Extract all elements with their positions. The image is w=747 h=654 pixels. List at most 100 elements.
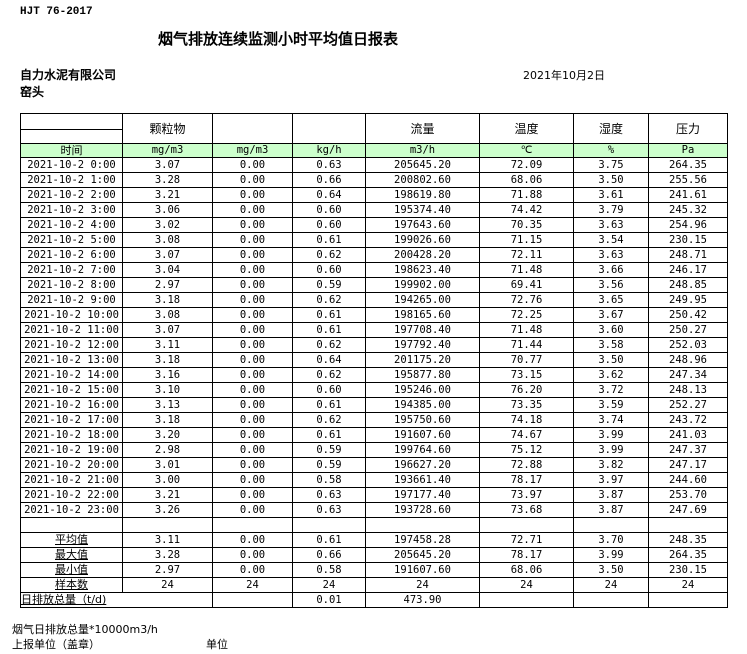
- table-cell: 71.44: [479, 337, 574, 353]
- table-cell: 2021-10-2 21:00: [20, 472, 123, 488]
- stat-label: 平均值: [55, 533, 88, 547]
- table-cell: 76.20: [479, 382, 574, 398]
- table-cell: 249.95: [648, 292, 728, 308]
- table-cell: [20, 517, 123, 533]
- table-cell: [573, 592, 649, 608]
- table-cell: 195750.60: [365, 412, 480, 428]
- table-cell: [648, 517, 728, 533]
- table-row: 2021-10-2 19:00 2.98 0.00 0.59 199764.60 75.1…: [20, 442, 728, 458]
- column-header: 颗粒物: [122, 113, 213, 144]
- table-cell: 78.17: [479, 547, 574, 563]
- company-name: 自力水泥有限公司: [20, 68, 117, 82]
- table-cell: 3.07: [122, 247, 213, 263]
- report-title: 烟气排放连续监测小时平均值日报表: [158, 30, 399, 48]
- table-cell: 0.60: [292, 262, 366, 278]
- table-cell: 样本数: [20, 577, 123, 593]
- table-cell: 0.00: [212, 217, 293, 233]
- table-cell: 243.72: [648, 412, 728, 428]
- table-cell: 2.97: [122, 562, 213, 578]
- table-cell: 3.87: [573, 487, 649, 503]
- table-cell: 73.15: [479, 367, 574, 383]
- table-cell: 2021-10-2 18:00: [20, 427, 123, 443]
- table-cell: 3.79: [573, 202, 649, 218]
- table-cell: 74.67: [479, 427, 574, 443]
- table-row: 2021-10-2 4:00 3.02 0.00 0.60 197643.60 70.35…: [20, 217, 728, 233]
- table-cell: 68.06: [479, 562, 574, 578]
- table-row: 2021-10-2 0:00 3.07 0.00 0.63 205645.20 72.09…: [20, 157, 728, 173]
- table-cell: 0.58: [292, 472, 366, 488]
- table-row: 2021-10-2 10:00 3.08 0.00 0.61 198165.60 72.2…: [20, 307, 728, 323]
- table-cell: 0.60: [292, 217, 366, 233]
- table-cell: 247.17: [648, 457, 728, 473]
- table-cell: 3.70: [573, 532, 649, 548]
- table-cell: [292, 517, 366, 533]
- table-cell: 24: [212, 577, 293, 593]
- table-cell: 198623.40: [365, 262, 480, 278]
- unit-cell: m3/h: [365, 143, 480, 158]
- table-cell: 3.26: [122, 502, 213, 518]
- table-cell: 3.50: [573, 172, 649, 188]
- table-cell: 193728.60: [365, 502, 480, 518]
- table-cell: 0.00: [212, 247, 293, 263]
- table-cell: 248.71: [648, 247, 728, 263]
- table-cell: 200428.20: [365, 247, 480, 263]
- table-cell: 473.90: [365, 592, 480, 608]
- table-cell: 3.21: [122, 487, 213, 503]
- table-cell: 248.96: [648, 352, 728, 368]
- header-row: 颗粒物 流量 温度 湿度 压力: [20, 113, 728, 144]
- stat-row: 平均值 3.11 0.00 0.61 197458.28 72.71 3.70 248.35: [20, 532, 728, 548]
- table-cell: 3.58: [573, 337, 649, 353]
- table-cell: 0.59: [292, 442, 366, 458]
- table-cell: 69.41: [479, 277, 574, 293]
- table-cell: 75.12: [479, 442, 574, 458]
- table-cell: 3.08: [122, 307, 213, 323]
- table-cell: 264.35: [648, 157, 728, 173]
- table-cell: 3.59: [573, 397, 649, 413]
- unit-cell: 时间: [20, 143, 123, 158]
- table-cell: 73.97: [479, 487, 574, 503]
- table-cell: 241.61: [648, 187, 728, 203]
- table-row: 2021-10-2 7:00 3.04 0.00 0.60 198623.40 71.48…: [20, 262, 728, 278]
- table-cell: 244.60: [648, 472, 728, 488]
- table-cell: 78.17: [479, 472, 574, 488]
- table-cell: 3.56: [573, 277, 649, 293]
- column-header: 流量: [365, 113, 480, 144]
- location: 窑头: [20, 85, 45, 99]
- table-cell: 72.71: [479, 532, 574, 548]
- table-cell: 2021-10-2 5:00: [20, 232, 123, 248]
- table-cell: 197643.60: [365, 217, 480, 233]
- table-cell: 0.61: [292, 397, 366, 413]
- table-cell: 0.00: [212, 487, 293, 503]
- table-cell: 250.27: [648, 322, 728, 338]
- table-cell: 0.00: [212, 532, 293, 548]
- table-cell: 246.17: [648, 262, 728, 278]
- table-cell: 71.15: [479, 232, 574, 248]
- table-cell: 247.37: [648, 442, 728, 458]
- table-cell: 72.11: [479, 247, 574, 263]
- table-cell: 2021-10-2 7:00: [20, 262, 123, 278]
- table-cell: 0.00: [212, 382, 293, 398]
- table-cell: [648, 592, 728, 608]
- table-cell: 74.42: [479, 202, 574, 218]
- table-cell: 255.56: [648, 172, 728, 188]
- table-cell: 2021-10-2 22:00: [20, 487, 123, 503]
- table-cell: 73.35: [479, 397, 574, 413]
- table-row: 2021-10-2 21:00 3.00 0.00 0.58 193661.40 78.1…: [20, 472, 728, 488]
- table-cell: 3.07: [122, 157, 213, 173]
- table-cell: 2021-10-2 0:00: [20, 157, 123, 173]
- table-cell: 2021-10-2 8:00: [20, 277, 123, 293]
- table-cell: 0.60: [292, 382, 366, 398]
- table-cell: 24: [648, 577, 728, 593]
- unit-cell: mg/m3: [122, 143, 213, 158]
- table-cell: 0.66: [292, 547, 366, 563]
- table-cell: 68.06: [479, 172, 574, 188]
- table-cell: 199764.60: [365, 442, 480, 458]
- table-cell: 194265.00: [365, 292, 480, 308]
- table-cell: 74.18: [479, 412, 574, 428]
- table-cell: 0.61: [292, 322, 366, 338]
- table-row: 2021-10-2 2:00 3.21 0.00 0.64 198619.80 71.88…: [20, 187, 728, 203]
- table-cell: [573, 517, 649, 533]
- stat-row: 最大值 3.28 0.00 0.66 205645.20 78.17 3.99 264.35: [20, 547, 728, 563]
- table-cell: 70.35: [479, 217, 574, 233]
- table-cell: 3.99: [573, 427, 649, 443]
